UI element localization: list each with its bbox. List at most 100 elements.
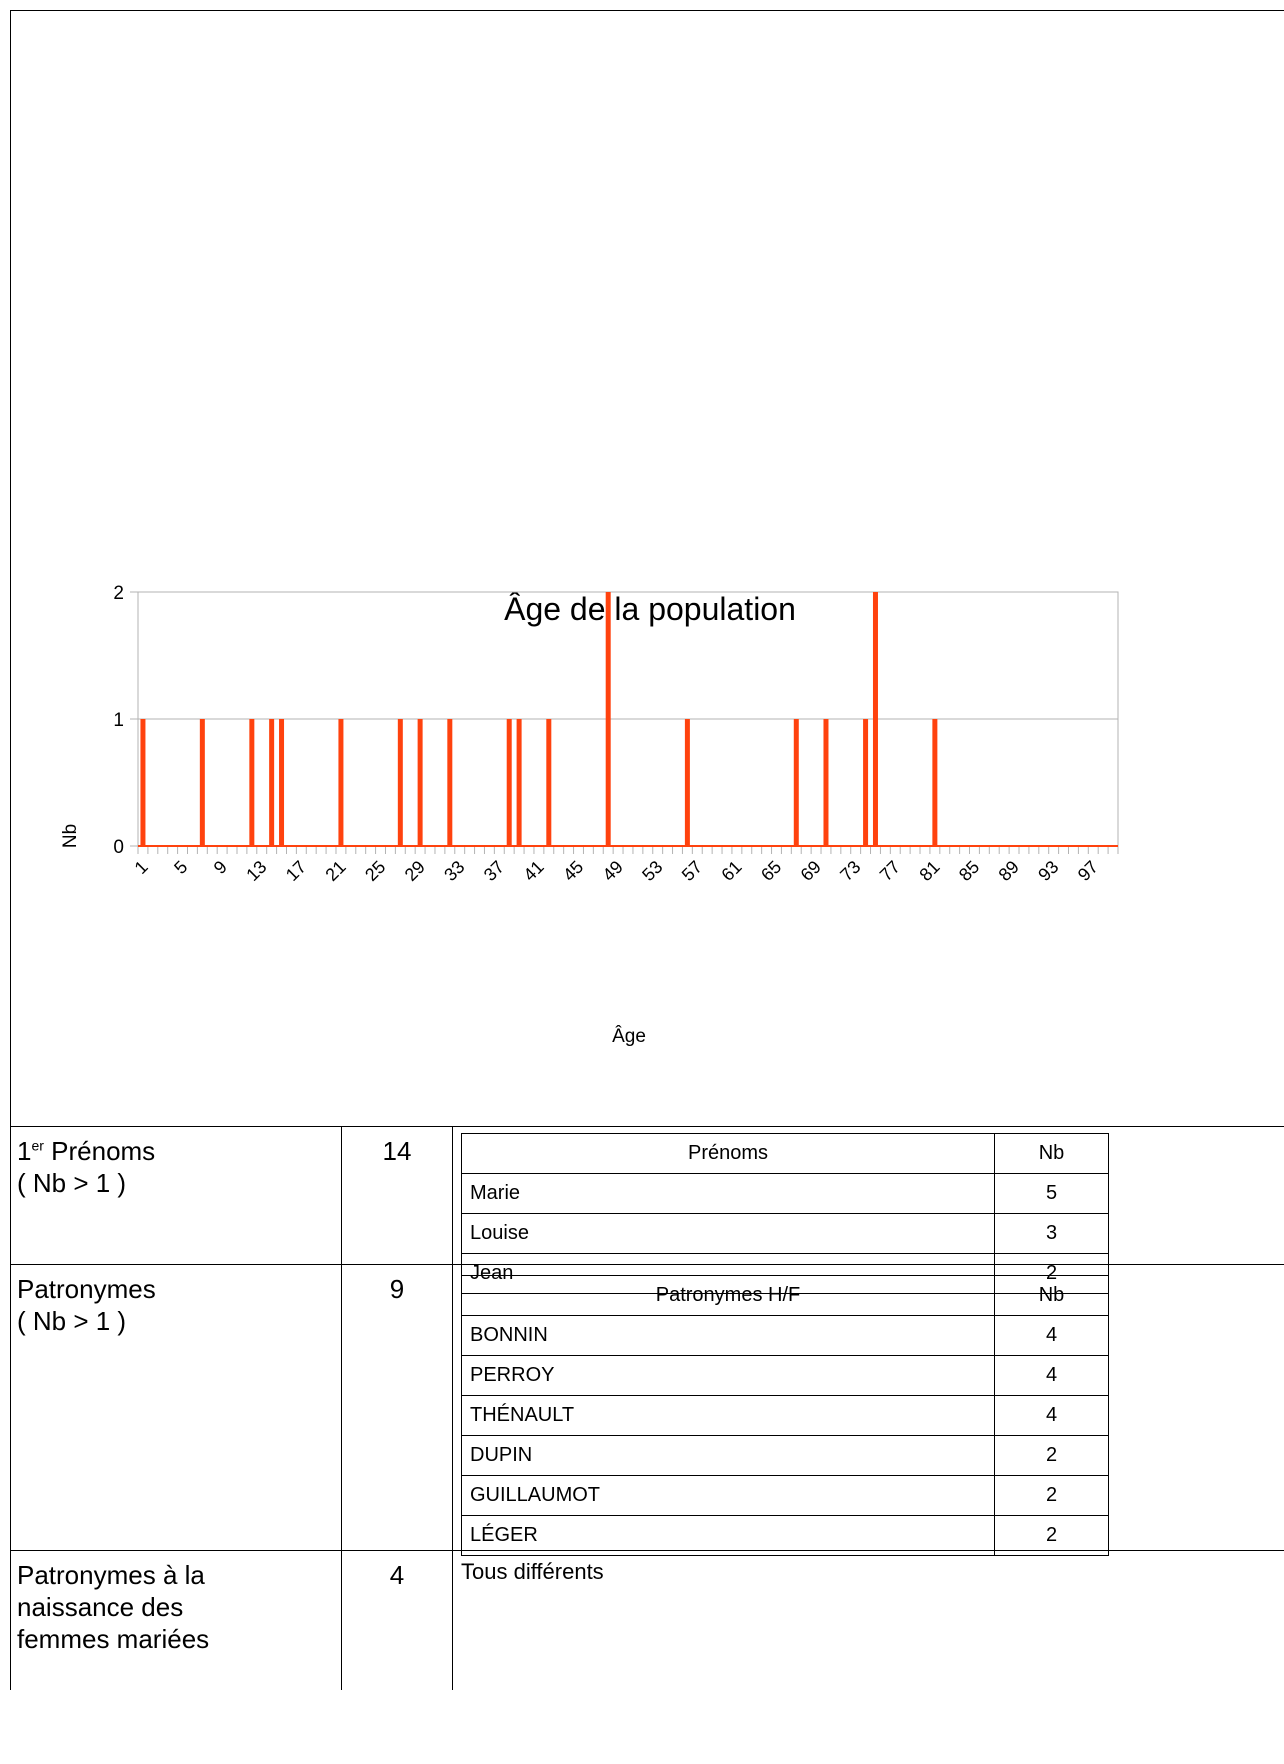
surnames-name-cell: GUILLAUMOT (461, 1475, 995, 1516)
surnames-label-condition: ( Nb > 1 ) (17, 1306, 127, 1336)
bar-age-14 (269, 719, 275, 846)
x-axis-label: Âge (612, 1025, 646, 1047)
x-tick-label: 33 (440, 857, 468, 885)
table-row: Marie 5 (461, 1173, 1109, 1214)
maiden-names-detail: Tous différents (453, 1551, 1284, 1690)
first-names-count-cell: 3 (994, 1213, 1109, 1254)
first-names-count: 14 (342, 1127, 453, 1264)
surnames-count-cell: 2 (994, 1515, 1109, 1556)
x-tick-label: 57 (678, 857, 706, 885)
bar-age-75 (872, 592, 878, 846)
first-names-detail: Prénoms Nb Marie 5 Louise 3 Jean 2 (453, 1127, 1284, 1294)
first-names-label-condition: ( Nb > 1 ) (17, 1168, 127, 1198)
x-tick-label: 89 (995, 857, 1023, 885)
row-maiden-names: Patronymes à la naissance des femmes mar… (10, 1550, 1284, 1690)
bar-age-81 (932, 719, 938, 846)
x-tick-label: 37 (480, 857, 508, 885)
surnames-name-cell: LÉGER (461, 1515, 995, 1556)
first-names-label-text: Prénoms (43, 1136, 156, 1166)
surnames-header-cell: Nb (994, 1275, 1109, 1316)
x-tick-label: 73 (836, 857, 864, 885)
x-tick-label: 17 (282, 857, 310, 885)
y-axis-label: Nb (60, 824, 81, 848)
chart-title: Âge de la population (504, 591, 796, 627)
x-tick-label: 53 (638, 857, 666, 885)
x-tick-label: 77 (876, 857, 904, 885)
surnames-count-cell: 4 (994, 1395, 1109, 1436)
y-tick-label: 2 (113, 583, 124, 604)
x-tick-label: 21 (321, 857, 349, 885)
first-names-header-cell: Nb (994, 1133, 1109, 1174)
x-tick-label: 69 (797, 857, 825, 885)
bar-age-21 (338, 719, 344, 846)
surnames-detail: Patronymes H/F Nb BONNIN 4 PERROY 4 THÉNAULT 4 D… (453, 1265, 1284, 1556)
surnames-count: 9 (342, 1265, 453, 1550)
surnames-count-cell: 2 (994, 1435, 1109, 1476)
x-tick-label: 41 (519, 857, 547, 885)
table-row: BONNIN 4 (461, 1315, 1109, 1356)
bar-age-32 (447, 719, 453, 846)
table-row: DUPIN 2 (461, 1435, 1109, 1476)
bar-age-38 (506, 719, 512, 846)
table-row: Louise 3 (461, 1213, 1109, 1254)
bar-age-42 (546, 719, 552, 846)
x-tick-label: 45 (559, 857, 587, 885)
bar-age-39 (516, 719, 522, 846)
surnames-header-cell: Patronymes H/F (461, 1275, 995, 1316)
maiden-names-label-line3: femmes mariées (17, 1624, 210, 1654)
bar-age-56 (684, 719, 690, 846)
bar-age-67 (793, 719, 799, 846)
x-tick-label: 1 (131, 857, 152, 878)
x-tick-label: 97 (1074, 857, 1102, 885)
x-tick-label: 65 (757, 857, 785, 885)
maiden-names-note: Tous différents (461, 1559, 604, 1584)
x-tick-label: 49 (599, 857, 627, 885)
surnames-count-cell: 2 (994, 1475, 1109, 1516)
surnames-label-text: Patronymes (17, 1274, 156, 1304)
surnames-name-cell: PERROY (461, 1355, 995, 1396)
first-names-header-row: Prénoms Nb (461, 1133, 1109, 1174)
x-tick-label: 5 (170, 857, 191, 878)
x-tick-label: 61 (717, 857, 745, 885)
x-tick-label: 81 (915, 857, 943, 885)
x-tick-label: 29 (401, 857, 429, 885)
x-tick-label: 93 (1034, 857, 1062, 885)
surnames-table: Patronymes H/F Nb BONNIN 4 PERROY 4 THÉNAULT 4 D… (461, 1275, 1109, 1556)
maiden-names-count: 4 (342, 1551, 453, 1690)
bar-age-74 (863, 719, 869, 846)
bar-age-7 (199, 719, 205, 846)
first-names-count-cell: 5 (994, 1173, 1109, 1214)
bar-age-70 (823, 719, 829, 846)
y-tick-label: 0 (113, 837, 124, 858)
table-row: LÉGER 2 (461, 1515, 1109, 1556)
maiden-names-label-line2: naissance des (17, 1592, 184, 1622)
first-names-label-sup: er (31, 1137, 44, 1154)
first-names-name-cell: Louise (461, 1213, 995, 1254)
bar-age-48 (605, 592, 611, 846)
bar-age-15 (279, 719, 285, 846)
surnames-name-cell: THÉNAULT (461, 1395, 995, 1436)
surnames-header-row: Patronymes H/F Nb (461, 1275, 1109, 1316)
bar-age-27 (397, 719, 403, 846)
first-names-label-number: 1 (17, 1136, 32, 1166)
surnames-name-cell: BONNIN (461, 1315, 995, 1356)
first-names-label: 1er Prénoms ( Nb > 1 ) (11, 1127, 342, 1264)
row-first-names: 1er Prénoms ( Nb > 1 ) 14 Prénoms Nb Marie… (10, 1126, 1284, 1294)
y-tick-label: 1 (113, 710, 124, 731)
bar-age-1 (140, 719, 146, 846)
chart-panel (10, 10, 1284, 1126)
x-tick-label: 13 (242, 857, 270, 885)
surnames-label: Patronymes ( Nb > 1 ) (11, 1265, 342, 1550)
table-row: PERROY 4 (461, 1355, 1109, 1396)
surnames-count-cell: 4 (994, 1315, 1109, 1356)
x-tick-label: 9 (210, 857, 231, 878)
maiden-names-label: Patronymes à la naissance des femmes mar… (11, 1551, 342, 1690)
first-names-header-cell: Prénoms (461, 1133, 995, 1174)
table-row: GUILLAUMOT 2 (461, 1475, 1109, 1516)
first-names-name-cell: Marie (461, 1173, 995, 1214)
surnames-name-cell: DUPIN (461, 1435, 995, 1476)
bar-age-12 (249, 719, 255, 846)
maiden-names-label-line1: Patronymes à la (17, 1560, 205, 1590)
x-tick-label: 25 (361, 857, 389, 885)
